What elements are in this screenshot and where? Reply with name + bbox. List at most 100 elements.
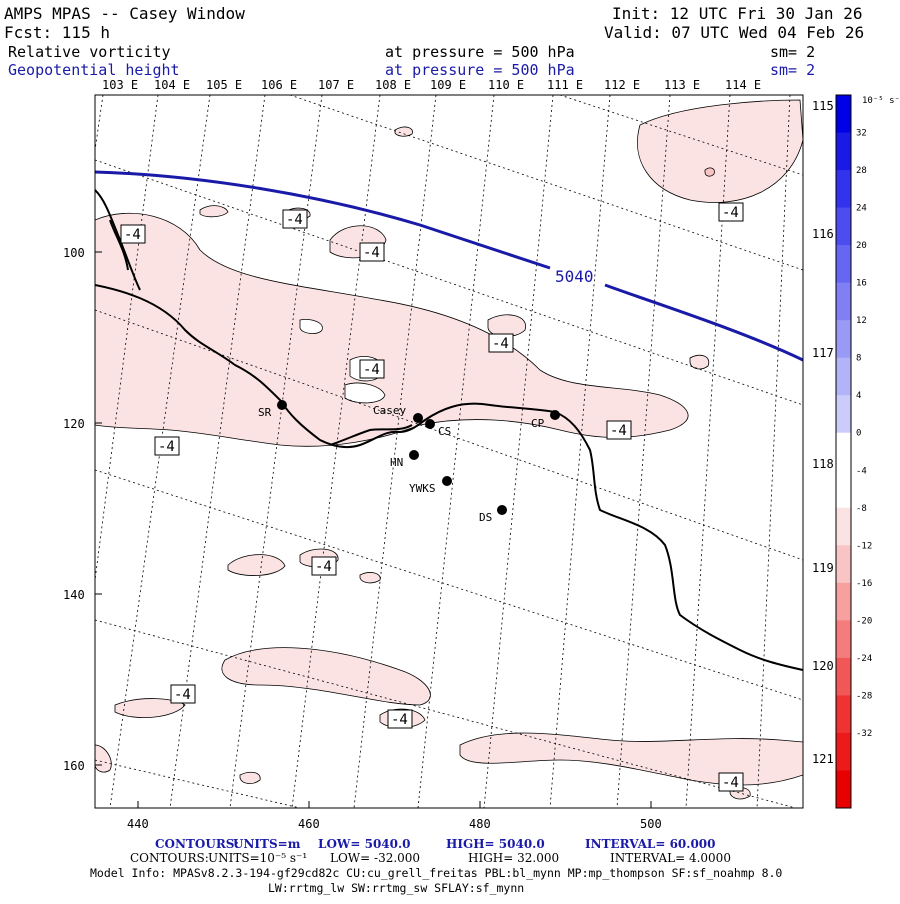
colorbar-label: 24 xyxy=(856,204,867,214)
lon-label: 107 E xyxy=(318,78,354,92)
y-tick: 140 xyxy=(63,588,85,602)
footer-height-label: CONTOURS: xyxy=(155,837,239,851)
colorbar-label: -8 xyxy=(856,504,867,514)
longitude-grid xyxy=(95,95,791,808)
vort-label: -4 xyxy=(315,559,332,575)
vort-label: -4 xyxy=(492,336,509,352)
station-label: Casey xyxy=(373,404,406,417)
footer-height-interval: INTERVAL= 60.000 xyxy=(585,837,716,851)
x-tick: 460 xyxy=(298,817,320,831)
colorbar-swatch xyxy=(836,95,851,134)
colorbar-swatch xyxy=(836,245,851,284)
x-tick: 480 xyxy=(469,817,491,831)
footer-vort-units: UNITS=10⁻⁵ s⁻¹ xyxy=(208,851,307,865)
colorbar-swatch xyxy=(836,357,851,396)
y-tick: 160 xyxy=(63,759,85,773)
stations: SR Casey CS HN YWKS DS CP xyxy=(258,400,560,524)
colorbar-swatch xyxy=(836,470,851,509)
footer-vort-high: HIGH= 32.000 xyxy=(468,851,559,865)
colorbar-swatch xyxy=(836,282,851,321)
colorbar-swatch xyxy=(836,320,851,359)
colorbar-swatch xyxy=(836,170,851,209)
lon-label: 108 E xyxy=(375,78,411,92)
vorticity-shading xyxy=(95,99,803,800)
lon-label: 106 E xyxy=(261,78,297,92)
vort-label: -4 xyxy=(610,423,627,439)
station-label: YWKS xyxy=(409,482,436,495)
colorbar-label: 28 xyxy=(856,166,867,176)
footer-model-info: Model Info: MPASv8.2.3-194-gf29cd82c CU:… xyxy=(90,866,782,880)
colorbar-swatch xyxy=(836,657,851,696)
colorbar-label: -32 xyxy=(856,729,872,739)
height-contour-label: 5040 xyxy=(555,267,594,286)
footer-vort-label: CONTOURS: xyxy=(130,851,209,865)
field-2-pressure: at pressure = 500 hPa xyxy=(385,61,575,79)
footer-height-high: HIGH= 5040.0 xyxy=(446,837,545,851)
colorbar-unit: 10⁻⁵ s⁻¹ xyxy=(862,96,900,106)
colorbar-label: -28 xyxy=(856,691,872,701)
colorbar-swatch xyxy=(836,732,851,771)
colorbar-swatch xyxy=(836,770,851,809)
colorbar-label: -12 xyxy=(856,541,872,551)
colorbar-label: 32 xyxy=(856,129,867,139)
lon-label: 105 E xyxy=(206,78,242,92)
latitude-grid xyxy=(95,95,803,808)
lon-label: 110 E xyxy=(488,78,524,92)
colorbar-label: 8 xyxy=(856,354,861,364)
vort-label: -4 xyxy=(363,362,380,378)
colorbar-swatch xyxy=(836,507,851,546)
lon-label: 103 E xyxy=(102,78,138,92)
colorbar-frame xyxy=(835,94,852,809)
station-label: CP xyxy=(531,417,545,430)
colorbar-label: 16 xyxy=(856,279,867,289)
bottom-axis: 440 460 480 500 xyxy=(127,801,662,831)
station-label: CS xyxy=(438,425,451,438)
station-label: DS xyxy=(479,511,492,524)
map-title: AMPS MPAS -- Casey Window xyxy=(4,4,245,23)
colorbar-swatch xyxy=(836,432,851,471)
station-label: HN xyxy=(390,456,403,469)
map-frame xyxy=(94,94,804,809)
footer: CONTOURS: UNITS=m LOW= 5040.0 HIGH= 5040… xyxy=(90,837,782,895)
lon-label: 111 E xyxy=(547,78,583,92)
colorbar-label: 4 xyxy=(856,391,861,401)
field-1-name: Relative vorticity xyxy=(8,43,171,61)
vort-label: -4 xyxy=(722,775,739,791)
field-2-name: Geopotential height xyxy=(8,61,180,79)
lon-label: 114 E xyxy=(725,78,761,92)
colorbar-label: -4 xyxy=(856,466,867,476)
colorbar-label: -16 xyxy=(856,579,872,589)
colorbar-label: -20 xyxy=(856,616,872,626)
lon-label: 109 E xyxy=(430,78,466,92)
footer-height-units: UNITS=m xyxy=(233,837,301,851)
footer-vort-low: LOW= -32.000 xyxy=(330,851,420,865)
vorticity-labels: -4 -4 -4 -4 -4 -4 -4 -4 -4 -4 -4 -4 xyxy=(120,202,744,792)
top-longitude-labels: 103 E 104 E 105 E 106 E 107 E 108 E 109 … xyxy=(102,78,761,92)
colorbar-swatch xyxy=(836,132,851,171)
colorbar-swatch xyxy=(836,545,851,584)
y-tick: 100 xyxy=(63,246,85,260)
footer-model-info-2: LW:rrtmg_lw SW:rrtmg_sw SFLAY:sf_mynn xyxy=(268,881,524,895)
colorbar-label: 12 xyxy=(856,316,867,326)
colorbar-label: 20 xyxy=(856,241,867,251)
colorbar-swatch xyxy=(836,695,851,734)
vort-label: -4 xyxy=(286,212,303,228)
colorbar-swatch xyxy=(836,207,851,246)
vort-label: -4 xyxy=(722,205,739,221)
colorbar-label: -24 xyxy=(856,654,872,664)
init-time: Init: 12 UTC Fri 30 Jan 26 xyxy=(612,4,862,23)
lon-label: 112 E xyxy=(604,78,640,92)
vort-label: -4 xyxy=(124,227,141,243)
footer-vort-interval: INTERVAL= 4.0000 xyxy=(610,851,731,865)
left-axis: 100 120 140 160 xyxy=(63,246,102,773)
colorbar-label: 0 xyxy=(856,429,861,439)
forecast-hour: Fcst: 115 h xyxy=(4,23,110,42)
colorbar-swatch xyxy=(836,395,851,434)
field-1-pressure: at pressure = 500 hPa xyxy=(385,43,575,61)
station-label: SR xyxy=(258,406,272,419)
coastline xyxy=(95,189,803,671)
height-contour-5040 xyxy=(95,170,803,362)
y-tick: 120 xyxy=(63,417,85,431)
x-tick: 500 xyxy=(640,817,662,831)
